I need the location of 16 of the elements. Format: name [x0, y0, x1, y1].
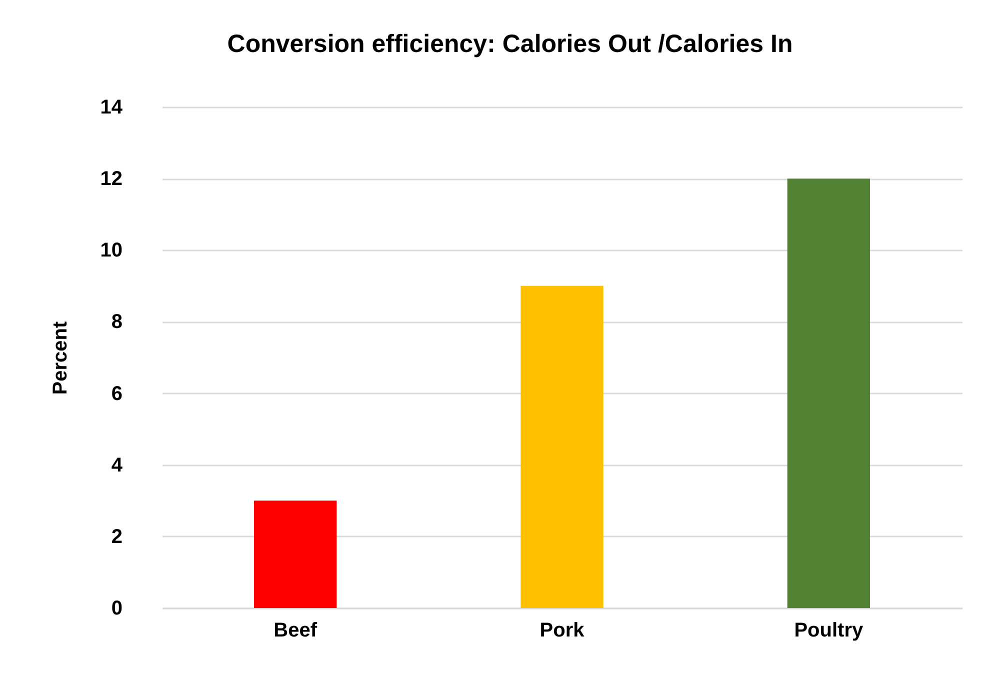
y-tick-label: 12 [100, 168, 122, 190]
y-tick-label: 14 [100, 96, 124, 118]
x-tick-label: Beef [274, 620, 318, 642]
y-axis-title: Percent [49, 320, 72, 395]
y-tick-label: 2 [111, 526, 122, 548]
y-tick-label: 4 [111, 454, 124, 476]
x-tick-label: Pork [540, 620, 586, 642]
bar [254, 500, 337, 608]
bar [787, 178, 870, 608]
y-tick-label: 6 [111, 382, 122, 405]
chart-title: Conversion efficiency: Calories Out /Calories In [227, 30, 793, 58]
bar [520, 286, 604, 608]
y-tick-label: 10 [100, 240, 122, 262]
x-tick-label: Poultry [794, 620, 864, 642]
y-tick-label: 8 [111, 311, 122, 334]
y-tick-label: 0 [111, 598, 122, 620]
